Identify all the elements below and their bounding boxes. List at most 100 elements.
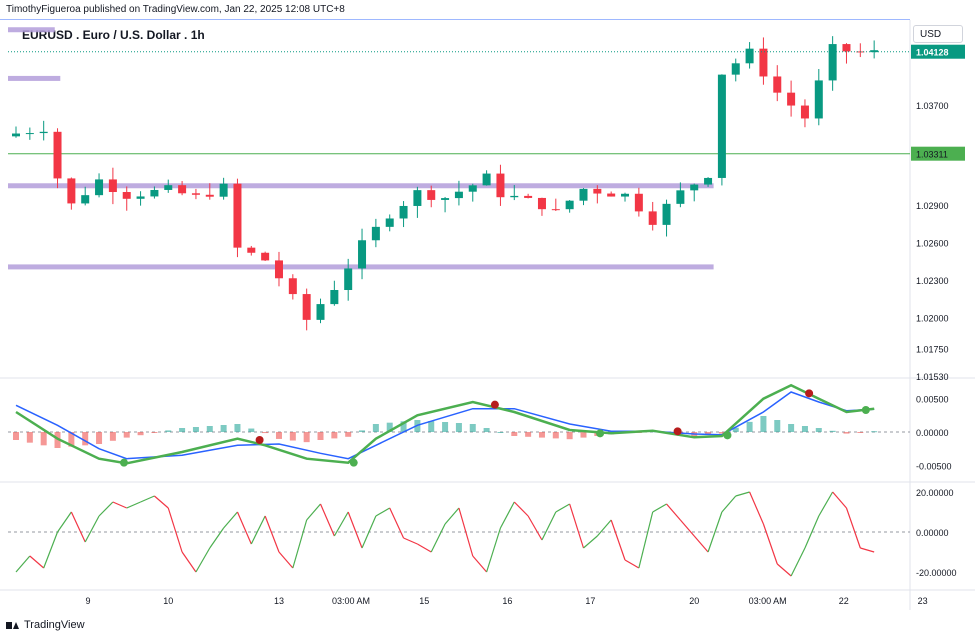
time-tick-label: 17 — [585, 596, 595, 606]
candle-body — [759, 48, 768, 77]
macd-tick-label: 0.00500 — [916, 395, 949, 405]
macd-histogram-bar — [82, 432, 89, 446]
macd-histogram-bar — [262, 432, 269, 434]
macd-histogram-bar — [829, 430, 836, 432]
oscillator-segment — [195, 547, 211, 573]
oscillator-segment — [472, 555, 488, 573]
oscillator-segment — [292, 519, 308, 569]
level-label: 1.03311 — [916, 150, 948, 160]
macd-histogram-bar — [497, 432, 504, 433]
oscillator-segment — [527, 515, 543, 541]
footer-brand[interactable]: TradingView — [6, 619, 85, 631]
macd-histogram-bar — [705, 432, 712, 435]
oscillator-segment — [264, 515, 280, 553]
oscillator-segment — [333, 511, 349, 537]
candle-body — [178, 185, 187, 194]
oscillator-segment — [666, 503, 681, 521]
macd-histogram-bar — [469, 424, 476, 432]
macd-histogram-bar — [400, 421, 407, 432]
time-tick-label: 22 — [839, 596, 849, 606]
candle-body — [482, 173, 491, 186]
macd-histogram-bar — [151, 432, 158, 433]
oscillator-segment — [403, 537, 418, 545]
candle-body — [150, 189, 159, 197]
candle-body — [316, 304, 325, 320]
oscillator-segment — [15, 555, 31, 573]
currency-button[interactable]: USD — [913, 25, 963, 43]
price-tick-label: 1.02300 — [916, 276, 949, 286]
macd-histogram-bar — [801, 426, 808, 432]
macd-histogram-bar — [455, 423, 462, 432]
oscillator-segment — [140, 495, 155, 503]
macd-histogram-bar — [746, 421, 753, 432]
candle-body — [274, 260, 283, 279]
oscillator-segment — [43, 531, 59, 569]
candle-body — [122, 192, 131, 199]
price-tick-label: 1.02900 — [916, 201, 949, 211]
oscillator-segment — [804, 515, 820, 549]
macd-histogram-bar — [206, 426, 213, 432]
candle-body — [344, 268, 353, 291]
candle-body — [233, 183, 242, 248]
oscillator-segment — [610, 519, 626, 561]
macd-histogram-bar — [552, 432, 559, 439]
oscillator-segment — [845, 507, 861, 549]
candle-body — [745, 48, 754, 64]
candle-body — [496, 173, 505, 198]
candle-body — [399, 205, 408, 219]
oscillator-segment — [860, 547, 875, 553]
oscillator-segment — [306, 503, 321, 521]
oscillator-segment — [319, 503, 335, 537]
macd-histogram-bar — [303, 432, 310, 443]
macd-histogram-bar — [13, 432, 19, 440]
macd-histogram-bar — [525, 432, 532, 437]
footer-brand-label: TradingView — [24, 619, 85, 631]
oscillator-segment — [444, 507, 460, 525]
last-price-tag — [911, 44, 965, 59]
candle-body — [648, 211, 657, 225]
macd-cross-dot — [255, 436, 264, 444]
time-tick-label: 16 — [502, 596, 512, 606]
macd-cross-dot — [349, 458, 358, 467]
candle-body — [302, 294, 311, 320]
oscillator-segment — [154, 495, 169, 509]
macd-histogram-bar — [123, 432, 130, 438]
oscillator-segment — [29, 555, 45, 569]
candle-body — [579, 188, 588, 201]
candle-body — [814, 80, 823, 119]
candle-body — [219, 183, 228, 197]
macd-line — [15, 383, 875, 465]
candle-body — [385, 218, 394, 227]
candle-body — [800, 105, 809, 119]
last-price-label: 1.04128 — [916, 48, 949, 58]
macd-histogram-bar — [566, 432, 573, 440]
macd-histogram-bar — [109, 432, 116, 441]
oscillator-segment — [541, 511, 557, 541]
macd-histogram-bar — [317, 432, 324, 440]
candle-body — [108, 179, 117, 193]
candle-body — [690, 184, 699, 191]
time-tick-label: 15 — [419, 596, 429, 606]
oscillator-segment — [499, 501, 515, 529]
oscillator-segment — [167, 507, 183, 553]
oscillator-segment — [417, 543, 432, 553]
time-tick-label: 10 — [163, 596, 173, 606]
oscillator-segment — [721, 495, 737, 513]
time-tick-label: 23 — [918, 596, 928, 606]
macd-histogram-bar — [580, 432, 587, 438]
macd-cross-dot — [723, 431, 732, 440]
candle-body — [81, 195, 90, 204]
oscillator-tick-label: 20.00000 — [916, 488, 954, 498]
candle-body — [25, 133, 34, 135]
oscillator-segment — [112, 501, 127, 509]
candle-body — [634, 193, 643, 212]
macd-histogram-bar — [774, 420, 781, 432]
oscillator-segment — [126, 501, 141, 509]
macd-tick-label: 0.00000 — [916, 428, 949, 438]
macd-histogram-bar — [179, 428, 186, 432]
candle-body — [261, 252, 270, 261]
macd-histogram-bar — [359, 430, 366, 432]
oscillator-tick-label: 0.00000 — [916, 528, 949, 538]
candle-body — [676, 190, 685, 204]
